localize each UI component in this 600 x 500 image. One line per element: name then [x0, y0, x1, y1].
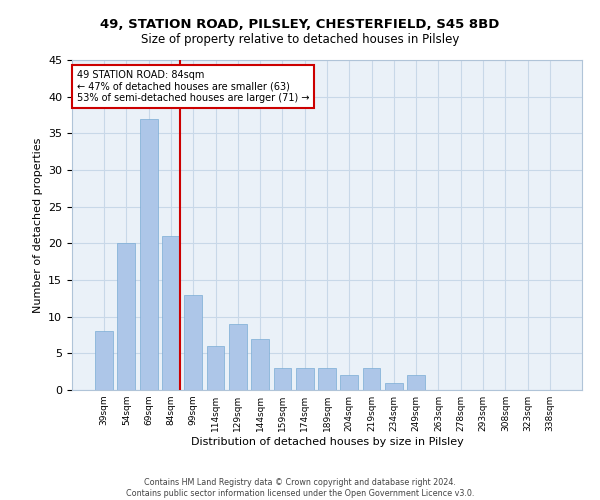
Bar [296, 368, 314, 390]
Text: Contains HM Land Registry data © Crown copyright and database right 2024.
Contai: Contains HM Land Registry data © Crown c… [126, 478, 474, 498]
Text: 49, STATION ROAD, PILSLEY, CHESTERFIELD, S45 8BD: 49, STATION ROAD, PILSLEY, CHESTERFIELD,… [100, 18, 500, 30]
Bar [184, 294, 202, 390]
X-axis label: Distribution of detached houses by size in Pilsley: Distribution of detached houses by size … [191, 437, 463, 447]
Bar [318, 368, 336, 390]
Y-axis label: Number of detached properties: Number of detached properties [32, 138, 43, 312]
Text: 49 STATION ROAD: 84sqm
← 47% of detached houses are smaller (63)
53% of semi-det: 49 STATION ROAD: 84sqm ← 47% of detached… [77, 70, 310, 103]
Bar [362, 368, 380, 390]
Bar [340, 376, 358, 390]
Bar [251, 338, 269, 390]
Bar [140, 118, 158, 390]
Bar [229, 324, 247, 390]
Bar [385, 382, 403, 390]
Bar [407, 376, 425, 390]
Text: Size of property relative to detached houses in Pilsley: Size of property relative to detached ho… [141, 32, 459, 46]
Bar [118, 244, 136, 390]
Bar [95, 332, 113, 390]
Bar [274, 368, 292, 390]
Bar [206, 346, 224, 390]
Bar [162, 236, 180, 390]
